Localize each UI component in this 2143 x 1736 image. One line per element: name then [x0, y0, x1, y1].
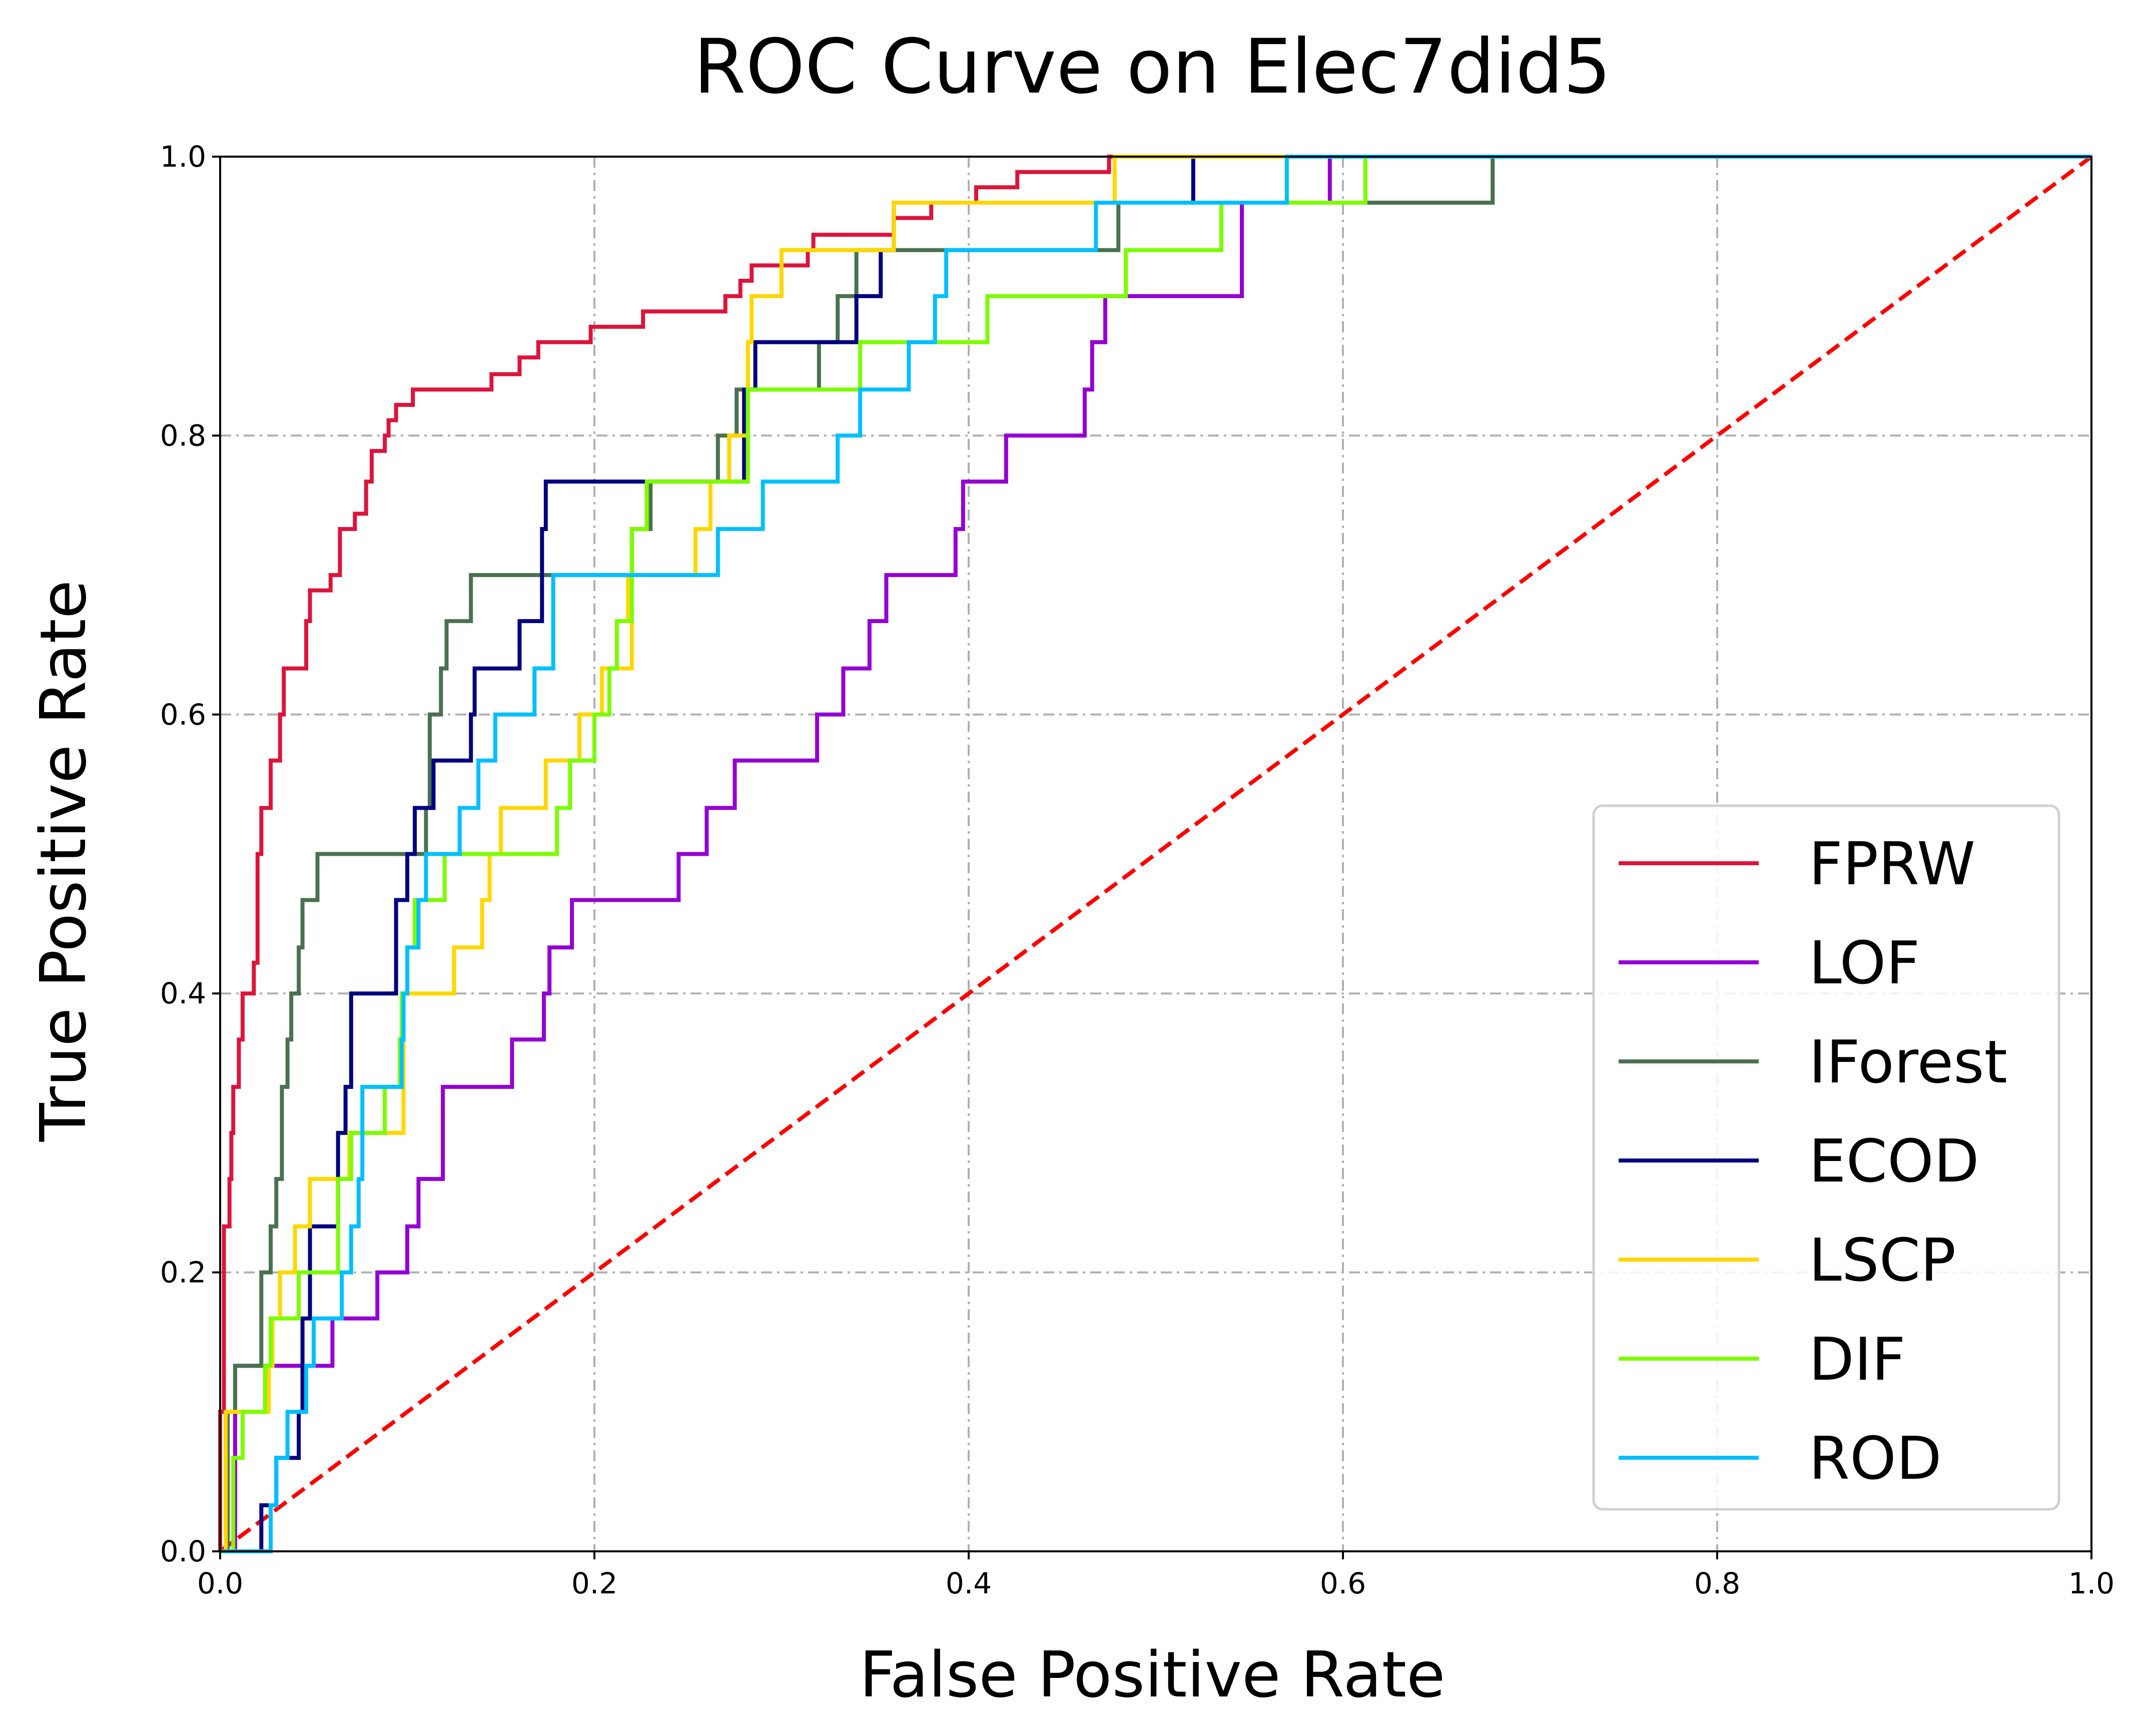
chart-title: ROC Curve on Elec7did5	[693, 24, 1611, 111]
legend-label: DIF	[1809, 1325, 1906, 1394]
diagonal-line	[219, 155, 2093, 1553]
y-tick-label: 0.2	[160, 1256, 206, 1290]
y-axis-label: True Positive Rate	[27, 580, 100, 1142]
series-line-lof	[220, 155, 2091, 1553]
x-tick-label: 0.4	[946, 1566, 992, 1600]
series-line-rod	[220, 155, 2091, 1553]
series-line-ecod	[220, 155, 2091, 1553]
y-tick-label: 0.4	[160, 976, 206, 1010]
legend-label: ROD	[1809, 1424, 1942, 1493]
plot-frame	[219, 156, 2092, 1552]
x-axis-label: False Positive Rate	[859, 1638, 1445, 1711]
y-tick-label: 0.6	[160, 698, 206, 732]
legend-label: FPRW	[1809, 829, 1975, 898]
x-tick-label: 0.0	[197, 1566, 243, 1600]
x-tick-label: 0.8	[1694, 1566, 1740, 1600]
legend-label: LSCP	[1809, 1226, 1956, 1295]
series-line-lscp	[220, 155, 2091, 1553]
x-tick-label: 0.2	[571, 1566, 617, 1600]
legend: FPRW LOF IForest ECOD LSCP DIF ROD	[1592, 804, 2060, 1511]
y-tick-label: 1.0	[160, 140, 206, 174]
x-tick-label: 0.6	[1320, 1566, 1366, 1600]
legend-label: LOF	[1809, 928, 1920, 997]
legend-label: IForest	[1809, 1027, 2007, 1096]
y-tick-label: 0.0	[160, 1534, 206, 1568]
legend-label: ECOD	[1809, 1126, 1979, 1196]
x-tick-label: 1.0	[2068, 1566, 2114, 1600]
legend-box	[1592, 804, 2060, 1511]
y-tick-label: 0.8	[160, 418, 206, 452]
axis-ticks: 0.0 0.2 0.4 0.6 0.8 1.0 0.0 0.2 0.4 0.6 0.8 1.0	[160, 140, 2114, 1600]
series-line-dif	[220, 155, 2091, 1553]
roc-series	[218, 155, 2091, 1553]
diagonal-reference-line	[219, 155, 2093, 1553]
